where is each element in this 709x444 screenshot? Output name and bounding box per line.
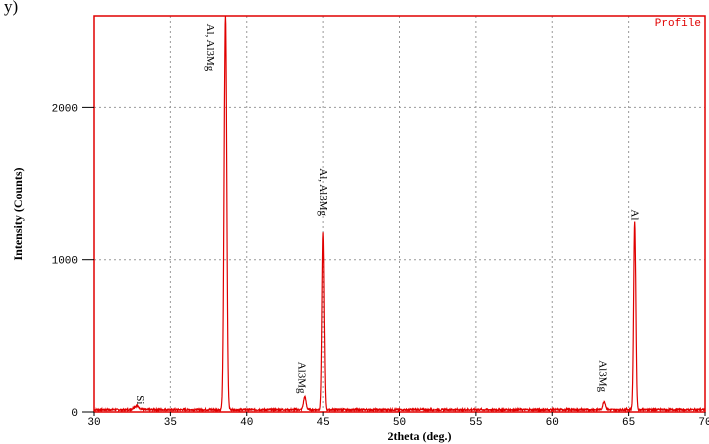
tick-labels: 30 35 40 45 50 55 60 65 70 0 1000 2000 — [52, 103, 709, 429]
x-tick-label: 60 — [546, 417, 559, 429]
x-tick-label: 55 — [469, 417, 482, 429]
series-line — [93, 15, 706, 413]
peak-annotation: Al3Mg — [597, 360, 609, 392]
peak-annotation: Si — [134, 395, 146, 404]
x-tick-label: 45 — [317, 417, 330, 429]
x-tick-label: 35 — [164, 417, 177, 429]
peak-annotations: Si Al, Al3Mg Al3Mg Al, Al3Mg Al3Mg Al — [134, 24, 641, 405]
series-layer — [93, 15, 706, 413]
x-tick-label: 70 — [698, 417, 709, 429]
peak-annotation: Al — [629, 209, 641, 220]
grid-lines — [94, 16, 705, 412]
y-tick-label: 1000 — [52, 256, 78, 268]
x-tick-label: 40 — [240, 417, 253, 429]
x-tick-label: 30 — [87, 417, 100, 429]
y-axis-label: Intensity (Counts) — [11, 167, 25, 260]
caption-fragment: y) — [4, 0, 18, 16]
peak-annotation: Al3Mg — [296, 362, 308, 394]
peak-annotation: Al, Al3Mg — [317, 168, 329, 216]
x-axis-label: 2theta (deg.) — [388, 429, 452, 443]
peak-annotation: Al, Al3Mg — [204, 24, 216, 72]
y-tick-label: 2000 — [52, 103, 78, 115]
x-tick-label: 65 — [622, 417, 635, 429]
x-tick-label: 50 — [393, 417, 406, 429]
legend-profile: Profile — [655, 18, 701, 30]
y-tick-label: 0 — [71, 408, 78, 420]
